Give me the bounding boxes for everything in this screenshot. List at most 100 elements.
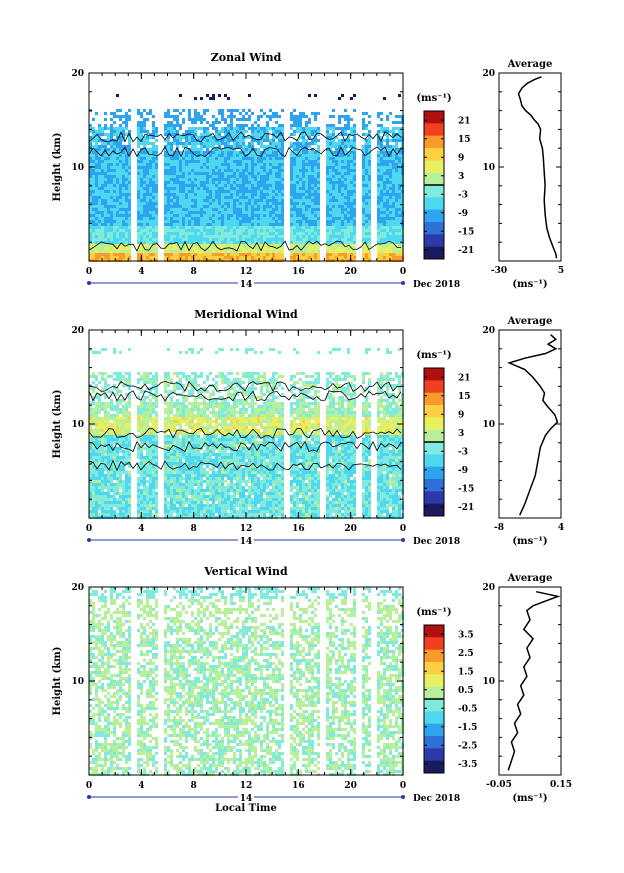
heatmap-cell	[233, 172, 236, 175]
heatmap-cell	[215, 247, 218, 250]
heatmap-cell	[263, 163, 266, 166]
heatmap-cell	[203, 112, 206, 115]
heatmap-cell	[155, 217, 158, 220]
heatmap-cell	[89, 253, 92, 256]
heatmap-cell	[98, 166, 101, 169]
heatmap-cell	[260, 226, 263, 229]
heatmap-cell	[254, 226, 257, 229]
heatmap-cell	[392, 163, 395, 166]
heatmap-cell	[146, 178, 149, 181]
heatmap-cell	[122, 121, 125, 124]
heatmap-cell	[101, 166, 104, 169]
heatmap-cell	[116, 250, 119, 253]
heatmap-cell	[188, 241, 191, 244]
heatmap-cell	[209, 208, 212, 211]
heatmap-cell	[278, 217, 281, 220]
heatmap-cell	[293, 124, 296, 127]
heatmap-cell	[113, 501, 116, 504]
heatmap-cell	[341, 202, 344, 205]
heatmap-cell	[122, 429, 125, 432]
heatmap-cell	[317, 145, 320, 148]
heatmap-cell	[125, 169, 128, 172]
heatmap-cell	[164, 205, 167, 208]
heatmap-cell	[347, 175, 350, 178]
heatmap-cell	[200, 154, 203, 157]
heatmap-cell	[224, 229, 227, 232]
heatmap-cell	[107, 402, 110, 405]
heatmap-cell	[167, 229, 170, 232]
heatmap-cell	[98, 408, 101, 411]
heatmap-cell	[206, 250, 209, 253]
heatmap-cell	[149, 172, 152, 175]
heatmap-cell	[89, 193, 92, 196]
heatmap-cell	[113, 175, 116, 178]
heatmap-cell	[176, 163, 179, 166]
heatmap-cell	[398, 244, 401, 247]
heatmap-cell	[116, 471, 119, 474]
heatmap-cell	[113, 127, 116, 130]
heatmap-cell	[275, 253, 278, 256]
heatmap-cell	[335, 202, 338, 205]
heatmap-cell	[125, 172, 128, 175]
heatmap-cell	[389, 148, 392, 151]
heatmap-cell	[341, 157, 344, 160]
heatmap-cell	[308, 133, 311, 136]
heatmap-cell	[104, 381, 107, 384]
heatmap-cell	[107, 181, 110, 184]
heatmap-cell	[386, 217, 389, 220]
heatmap-cell	[338, 253, 341, 256]
heatmap-cell	[152, 187, 155, 190]
heatmap-cell	[173, 193, 176, 196]
heatmap-cell	[365, 124, 368, 127]
heatmap-cell	[293, 232, 296, 235]
heatmap-cell	[395, 202, 398, 205]
heatmap-cell	[155, 241, 158, 244]
heatmap-cell	[149, 154, 152, 157]
heatmap-cell	[116, 372, 119, 375]
heatmap-cell	[227, 181, 230, 184]
heatmap-cell	[224, 193, 227, 196]
heatmap-cell	[329, 220, 332, 223]
heatmap-cell	[212, 238, 215, 241]
heatmap-cell	[149, 181, 152, 184]
heatmap-cell	[314, 163, 317, 166]
heatmap-cell	[272, 208, 275, 211]
heatmap-cell	[209, 217, 212, 220]
heatmap-cell	[104, 456, 107, 459]
heatmap-cell	[113, 486, 116, 489]
heatmap-cell	[338, 196, 341, 199]
heatmap-cell	[104, 124, 107, 127]
heatmap-cell	[107, 163, 110, 166]
heatmap-cell	[143, 121, 146, 124]
heatmap-cell	[248, 157, 251, 160]
heatmap-cell	[155, 148, 158, 151]
heatmap-cell	[368, 187, 371, 190]
heatmap-cell	[146, 169, 149, 172]
heatmap-cell	[104, 205, 107, 208]
heatmap-cell	[353, 208, 356, 211]
heatmap-cell	[239, 130, 242, 133]
heatmap-cell	[338, 205, 341, 208]
heatmap-cell	[290, 193, 293, 196]
heatmap-cell	[278, 130, 281, 133]
heatmap-cell	[290, 247, 293, 250]
heatmap-cell	[335, 127, 338, 130]
heatmap-cell	[152, 196, 155, 199]
heatmap-cell	[269, 139, 272, 142]
heatmap-cell	[197, 115, 200, 118]
heatmap-cell	[203, 166, 206, 169]
heatmap-cell	[170, 142, 173, 145]
heatmap-cell	[242, 136, 245, 139]
heatmap-cell	[101, 429, 104, 432]
heatmap-cell	[188, 205, 191, 208]
heatmap-cell	[239, 139, 242, 142]
heatmap-cell	[191, 205, 194, 208]
heatmap-cell	[137, 199, 140, 202]
heatmap-cell	[182, 163, 185, 166]
heatmap-cell	[269, 190, 272, 193]
heatmap-cell	[350, 157, 353, 160]
heatmap-cell	[314, 208, 317, 211]
heatmap-cell	[119, 130, 122, 133]
heatmap-cell	[230, 241, 233, 244]
heatmap-cell	[215, 244, 218, 247]
